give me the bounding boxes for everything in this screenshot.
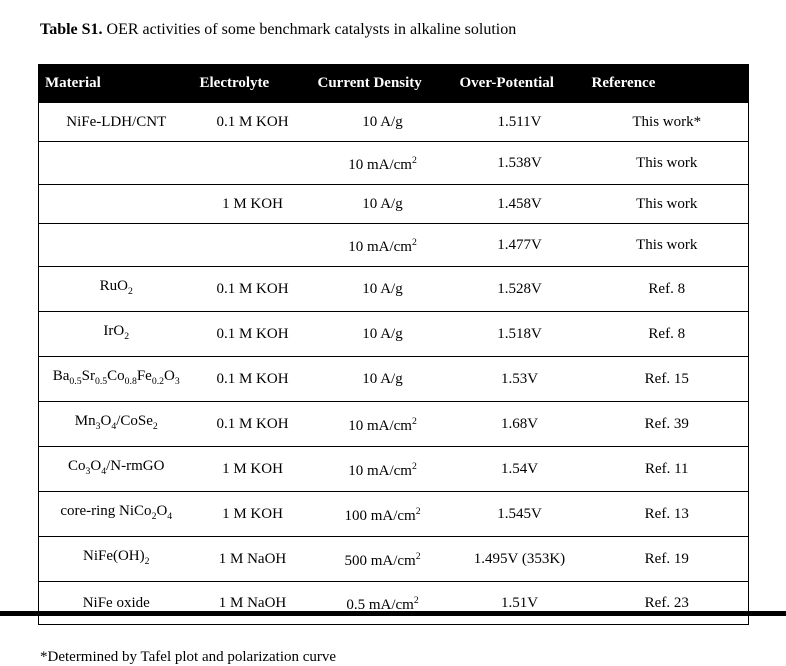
table-row: RuO2 0.1 M KOH 10 A/g 1.528V Ref. 8: [38, 266, 749, 312]
col-header-reference: Reference: [585, 64, 749, 103]
table-row: NiFe oxide 1 M NaOH 0.5 mA/cm2 1.51V Ref…: [38, 581, 749, 625]
cell-material: Ba0.5Sr0.5Co0.8Fe0.2O3: [38, 356, 194, 402]
cell-electrolyte: 0.1 M KOH: [193, 356, 312, 402]
cell-current-density: 500 mA/cm2: [311, 536, 454, 582]
table-row: IrO2 0.1 M KOH 10 A/g 1.518V Ref. 8: [38, 311, 749, 357]
cell-current-density: 10 A/g: [311, 184, 454, 224]
cell-reference: This work: [585, 184, 749, 224]
cell-reference: This work*: [585, 102, 749, 142]
cell-electrolyte: 1 M KOH: [193, 446, 312, 492]
cell-current-density: 10 mA/cm2: [311, 223, 454, 267]
cell-electrolyte: 1 M NaOH: [193, 536, 312, 582]
table-row: core-ring NiCo2O4 1 M KOH 100 mA/cm2 1.5…: [38, 491, 749, 537]
cell-current-density: 10 mA/cm2: [311, 446, 454, 492]
cell-over-potential: 1.68V: [453, 401, 586, 447]
cell-over-potential: 1.528V: [453, 266, 586, 312]
cell-material: [38, 223, 194, 267]
table-row: 1 M KOH 10 A/g 1.458V This work: [38, 184, 749, 224]
cell-over-potential: 1.545V: [453, 491, 586, 537]
cell-over-potential: 1.518V: [453, 311, 586, 357]
cell-over-potential: 1.54V: [453, 446, 586, 492]
cell-current-density: 100 mA/cm2: [311, 491, 454, 537]
cell-material: IrO2: [38, 311, 194, 357]
cell-material: NiFe(OH)2: [38, 536, 194, 582]
col-header-current-density: Current Density: [311, 64, 454, 103]
oer-benchmark-table: Material Electrolyte Current Density Ove…: [38, 64, 749, 625]
table-row: Mn3O4/CoSe2 0.1 M KOH 10 mA/cm2 1.68V Re…: [38, 401, 749, 447]
cell-material: [38, 184, 194, 224]
cell-reference: Ref. 11: [585, 446, 749, 492]
cell-over-potential: 1.495V (353K): [453, 536, 586, 582]
cell-current-density: 10 mA/cm2: [311, 141, 454, 185]
cell-reference: Ref. 19: [585, 536, 749, 582]
cell-material: NiFe oxide: [38, 581, 194, 625]
cell-material: RuO2: [38, 266, 194, 312]
cell-reference: Ref. 15: [585, 356, 749, 402]
cell-over-potential: 1.53V: [453, 356, 586, 402]
cell-over-potential: 1.511V: [453, 102, 586, 142]
cell-reference: This work: [585, 141, 749, 185]
cell-reference: Ref. 13: [585, 491, 749, 537]
cell-material: Mn3O4/CoSe2: [38, 401, 194, 447]
cell-material: [38, 141, 194, 185]
cell-current-density: 10 A/g: [311, 356, 454, 402]
table-row: Ba0.5Sr0.5Co0.8Fe0.2O3 0.1 M KOH 10 A/g …: [38, 356, 749, 402]
cell-electrolyte: 0.1 M KOH: [193, 102, 312, 142]
cell-reference: This work: [585, 223, 749, 267]
cell-reference: Ref. 23: [585, 581, 749, 625]
cell-current-density: 10 A/g: [311, 311, 454, 357]
cell-electrolyte: 0.1 M KOH: [193, 401, 312, 447]
cell-over-potential: 1.477V: [453, 223, 586, 267]
cell-reference: Ref. 39: [585, 401, 749, 447]
cell-current-density: 10 A/g: [311, 266, 454, 312]
cell-electrolyte: 1 M KOH: [193, 491, 312, 537]
table-title-label: Table S1.: [40, 21, 103, 38]
col-header-over-potential: Over-Potential: [453, 64, 586, 103]
table-title: Table S1. OER activities of some benchma…: [40, 20, 748, 40]
table-row: NiFe(OH)2 1 M NaOH 500 mA/cm2 1.495V (35…: [38, 536, 749, 582]
table-row: NiFe-LDH/CNT 0.1 M KOH 10 A/g 1.511V Thi…: [38, 102, 749, 142]
cell-reference: Ref. 8: [585, 311, 749, 357]
cell-electrolyte: [193, 141, 312, 185]
cell-over-potential: 1.538V: [453, 141, 586, 185]
cell-electrolyte: 0.1 M KOH: [193, 311, 312, 357]
col-header-material: Material: [38, 64, 194, 103]
cell-electrolyte: [193, 223, 312, 267]
cell-electrolyte: 1 M NaOH: [193, 581, 312, 625]
cell-over-potential: 1.458V: [453, 184, 586, 224]
table-row: Co3O4/N-rmGO 1 M KOH 10 mA/cm2 1.54V Ref…: [38, 446, 749, 492]
cell-over-potential: 1.51V: [453, 581, 586, 625]
footnote: *Determined by Tafel plot and polarizati…: [40, 649, 337, 665]
table-row: 10 mA/cm2 1.538V This work: [38, 141, 749, 185]
cell-material: core-ring NiCo2O4: [38, 491, 194, 537]
table-row: 10 mA/cm2 1.477V This work: [38, 223, 749, 267]
bottom-edge-bar: [0, 611, 786, 616]
cell-material: Co3O4/N-rmGO: [38, 446, 194, 492]
col-header-electrolyte: Electrolyte: [193, 64, 312, 103]
cell-current-density: 0.5 mA/cm2: [311, 581, 454, 625]
cell-material: NiFe-LDH/CNT: [38, 102, 194, 142]
cell-reference: Ref. 8: [585, 266, 749, 312]
cell-current-density: 10 A/g: [311, 102, 454, 142]
table-header-row: Material Electrolyte Current Density Ove…: [38, 64, 749, 103]
cell-electrolyte: 0.1 M KOH: [193, 266, 312, 312]
table-title-text: OER activities of some benchmark catalys…: [106, 21, 517, 38]
cell-electrolyte: 1 M KOH: [193, 184, 312, 224]
cell-current-density: 10 mA/cm2: [311, 401, 454, 447]
